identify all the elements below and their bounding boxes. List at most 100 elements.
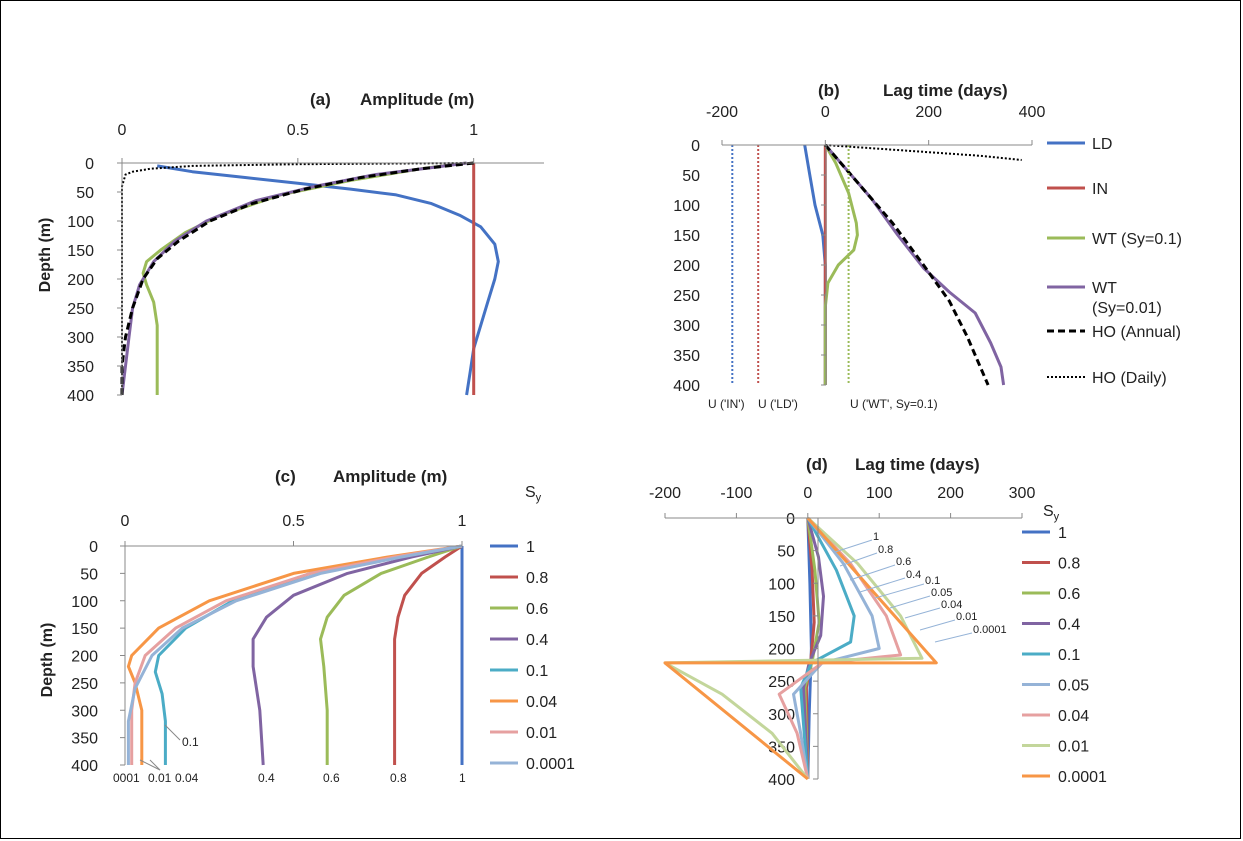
bottom-label: 0.6	[323, 771, 340, 785]
panel-d-legend: 1 0.8 0.6 0.4 0.1 0.05 0.04 0.01 0.0001	[1022, 525, 1107, 786]
bottom-label: 0.04	[175, 771, 199, 785]
y-tick-label: 400	[67, 388, 94, 405]
panel-a: (a) Amplitude (m) Depth (m) 0 0.5 1 0 50…	[37, 90, 500, 405]
bottom-label: 0.01	[148, 771, 172, 785]
y-tick-label: 350	[673, 348, 700, 365]
x-tick-label: 200	[937, 485, 964, 502]
x-tick-label: 300	[1009, 485, 1036, 502]
series-line-ho-annual-	[824, 144, 990, 386]
panel-c-x-ticks: 0 0.5 1	[121, 513, 467, 530]
legend-label: 0.04	[1058, 708, 1089, 725]
x-tick-label: 0.5	[287, 122, 309, 139]
y-tick-label: 350	[71, 731, 98, 748]
y-tick-label: 100	[768, 576, 795, 593]
annotation-u-ld: U ('LD')	[758, 397, 798, 411]
series-line-0.8	[393, 544, 463, 765]
legend-item: 0.05	[1022, 678, 1089, 695]
y-tick-label: 250	[71, 676, 98, 693]
panel-c: (c) Amplitude (m) Depth (m) 0 0.5 1 0 50…	[39, 467, 575, 785]
x-tick-label: -200	[706, 104, 738, 121]
panel-a-ylabel: Depth (m)	[37, 218, 54, 293]
legend-label: 0.6	[526, 601, 548, 618]
legend-label: IN	[1092, 181, 1108, 198]
x-tick-label: -100	[720, 485, 752, 502]
legend-label: 0.4	[526, 632, 548, 649]
y-tick-label: 200	[673, 258, 700, 275]
curve-label: 0.1	[925, 575, 940, 587]
panel-c-legend: 1 0.8 0.6 0.4 0.1 0.04 0.01 0.0001	[490, 539, 575, 773]
bottom-label: 0.4	[258, 771, 275, 785]
panel-a-label: (a)	[310, 90, 331, 109]
panel-c-axes	[120, 541, 463, 766]
x-tick-label: 100	[866, 485, 893, 502]
y-tick-label: 300	[67, 330, 94, 347]
curve-label: 1	[873, 531, 879, 543]
y-tick-label: 150	[71, 621, 98, 638]
series-line-aux-2	[141, 161, 467, 395]
panel-c-legend-title: Sy	[525, 484, 542, 504]
panel-c-bottom-labels: 0001 0.01 0.04 0.4 0.6 0.8 1	[113, 759, 466, 785]
x-tick-label: 200	[915, 104, 942, 121]
y-tick-label: 150	[673, 228, 700, 245]
legend-label: 0.01	[1058, 739, 1089, 756]
y-tick-label: 50	[682, 168, 700, 185]
series-line-aux-5	[121, 162, 474, 395]
legend-item: 0.0001	[1022, 769, 1107, 786]
y-tick-label: 200	[71, 649, 98, 666]
legend-item: LD	[1047, 136, 1112, 153]
legend-item: WT (Sy=0.01)	[1047, 280, 1162, 317]
series-line-0.1	[799, 517, 856, 780]
panel-b-label: (b)	[818, 81, 840, 100]
bottom-label: 1	[459, 771, 466, 785]
y-tick-label: 150	[67, 243, 94, 260]
y-tick-label: 300	[673, 318, 700, 335]
series-line-0.01	[663, 516, 924, 780]
panel-d-x-ticks: -200 -100 0 100 200 300	[649, 485, 1035, 502]
panel-d-title: Lag time (days)	[855, 455, 980, 474]
legend-item: 0.1	[1022, 647, 1080, 664]
y-tick-label: 100	[71, 594, 98, 611]
annotation-u-wt: U ('WT', Sy=0.1)	[850, 397, 938, 411]
panel-a-y-ticks: 0 50 100 150 200 250 300 350 400	[67, 156, 94, 405]
bottom-label: 0001	[113, 771, 140, 785]
panel-d-legend-title: Sy	[1043, 503, 1060, 523]
panel-a-x-ticks: 0 0.5 1	[118, 122, 479, 139]
legend-label: 0.8	[1058, 556, 1080, 573]
series-line-aux-4	[120, 161, 474, 395]
x-tick-label: 400	[1019, 104, 1046, 121]
y-tick-label: 0	[85, 156, 94, 173]
x-tick-label: 0	[118, 122, 127, 139]
legend-item: 0.6	[1022, 586, 1080, 603]
legend-item: 1	[490, 539, 535, 556]
series-line-aux-0	[156, 164, 500, 396]
legend-label: 0.6	[1058, 586, 1080, 603]
legend-label: 0.0001	[526, 756, 575, 773]
legend-item: 1	[1022, 525, 1067, 542]
y-tick-label: 400	[768, 772, 795, 789]
panel-c-title: Amplitude (m)	[333, 467, 447, 486]
panel-c-y-ticks: 0 50 100 150 200 250 300 350 400	[71, 539, 98, 775]
panel-c-ylabel: Depth (m)	[39, 623, 56, 698]
legend-item: 0.0001	[490, 756, 575, 773]
panel-b-axes	[721, 140, 1033, 386]
y-tick-label: 0	[786, 511, 795, 528]
y-tick-label: 50	[777, 544, 795, 561]
x-tick-label: 0	[803, 485, 812, 502]
legend-label: LD	[1092, 136, 1112, 153]
annotation-u-in: U ('IN')	[708, 397, 745, 411]
curve-label: 0.01	[956, 611, 977, 623]
series-line-aux-3	[120, 161, 467, 396]
y-tick-label: 200	[67, 272, 94, 289]
curve-label: 0.05	[931, 587, 952, 599]
panel-d: (d) Lag time (days) -200 -100 0 100 200 …	[649, 455, 1107, 789]
legend-title-y: y	[536, 492, 542, 504]
panel-b-title: Lag time (days)	[883, 81, 1008, 100]
legend-item: 0.4	[490, 632, 548, 649]
panel-d-label: (d)	[806, 455, 828, 474]
bottom-label: 0.8	[390, 771, 407, 785]
curve-label: 0.6	[896, 556, 911, 568]
panel-b-x-ticks: -200 0 200 400	[706, 104, 1045, 121]
y-tick-label: 100	[673, 198, 700, 215]
legend-item: 0.01	[1022, 739, 1089, 756]
